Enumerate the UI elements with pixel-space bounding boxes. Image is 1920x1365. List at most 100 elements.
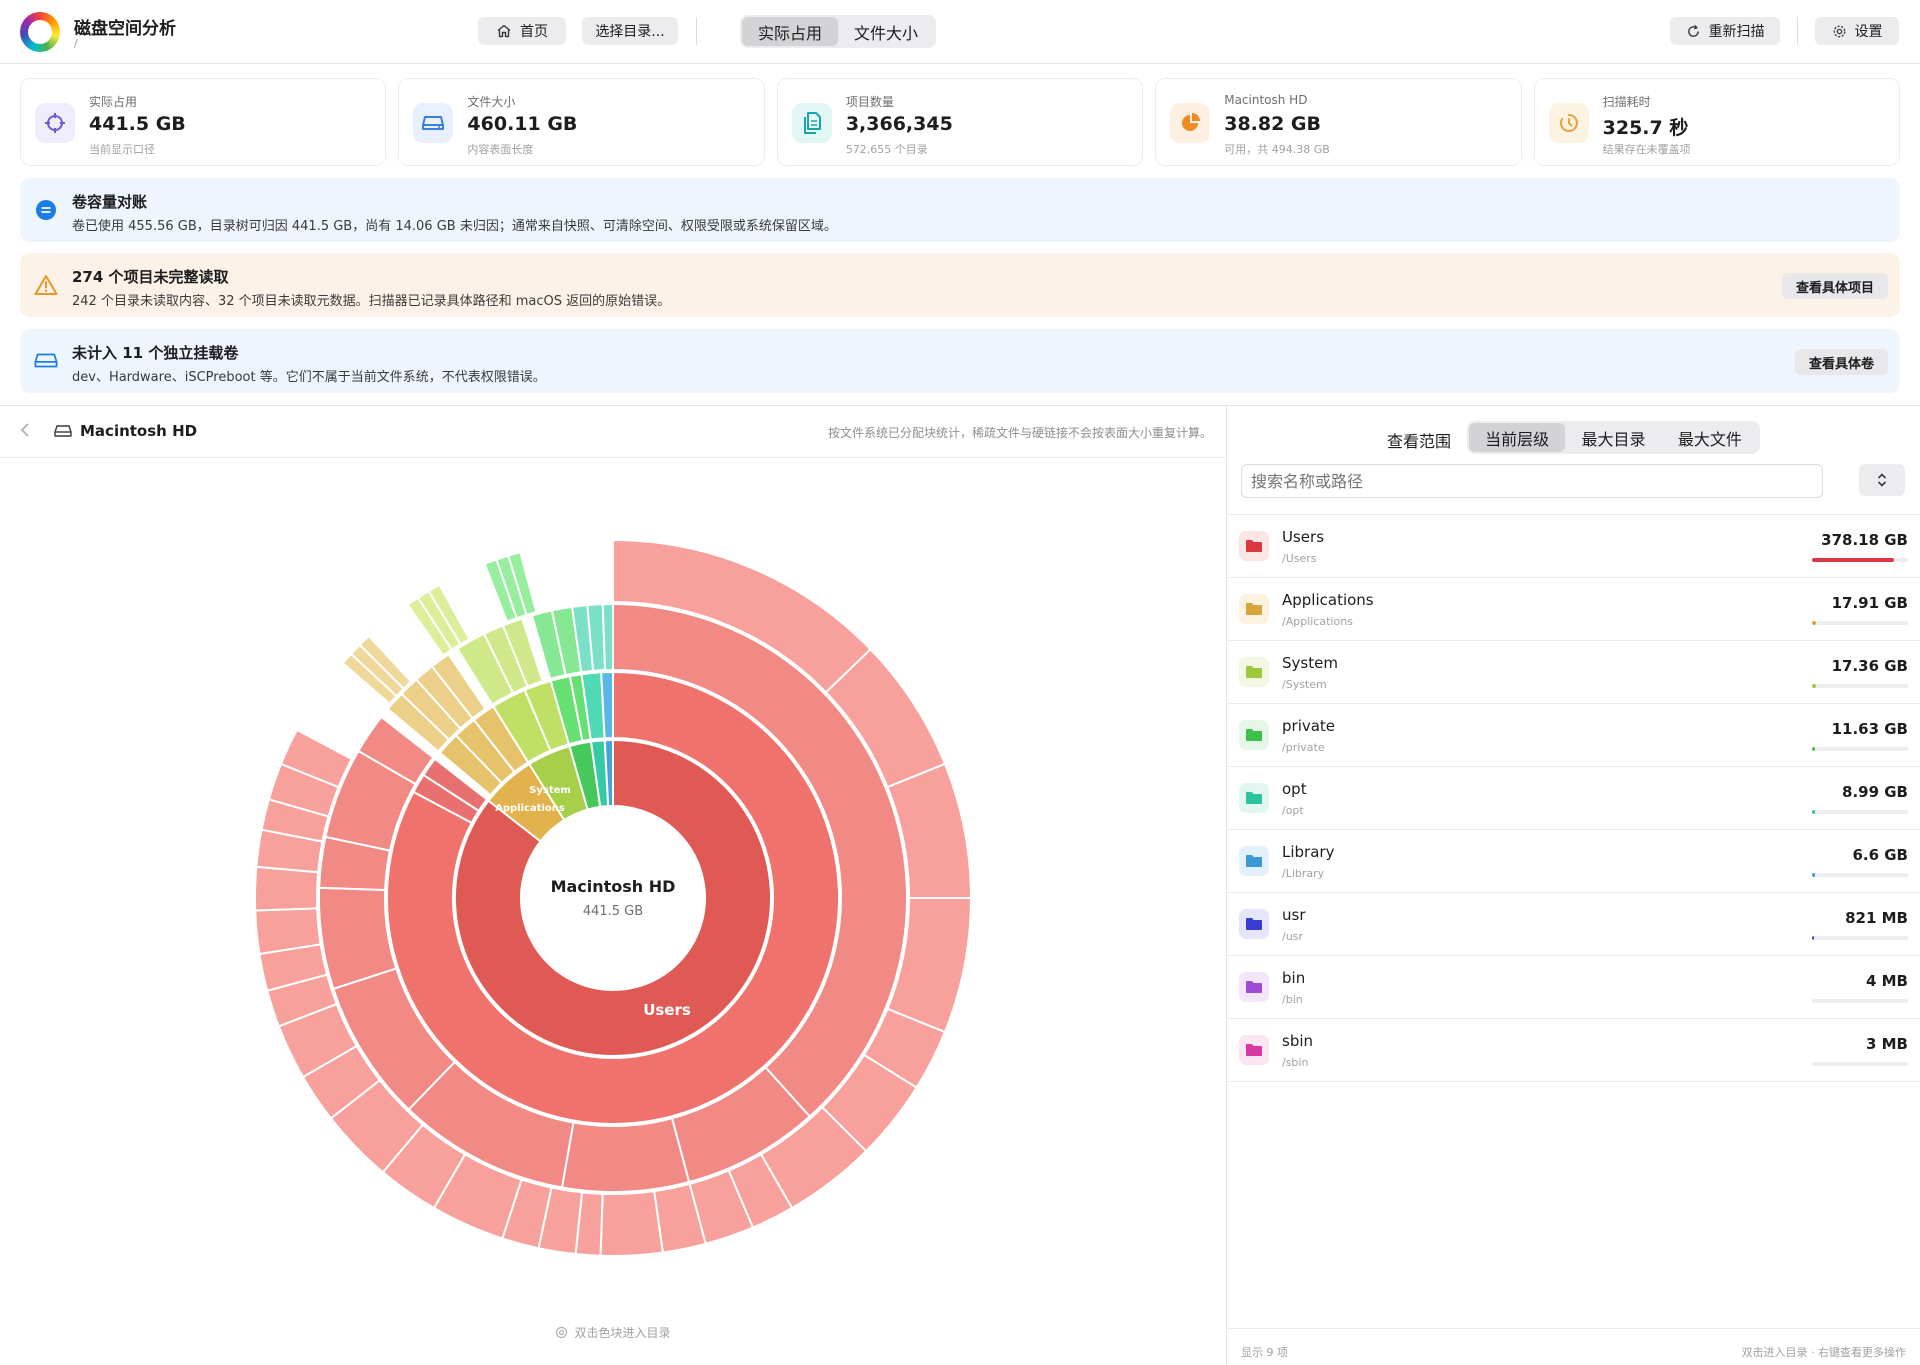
sunburst-segment[interactable]: [501, 617, 544, 688]
sunburst-segment[interactable]: [279, 728, 354, 789]
item-size-bar-fill: [1812, 873, 1815, 877]
footer-count: 显示 9 项: [1241, 1346, 1288, 1359]
view-mode-actual[interactable]: 实际占用: [742, 17, 838, 46]
scope-label: 查看范围: [1387, 432, 1452, 451]
view-items-button[interactable]: 查看具体项目: [1781, 273, 1888, 299]
search-input[interactable]: [1241, 464, 1823, 498]
sunburst-segment[interactable]: [427, 583, 471, 646]
stat-card-duration: 扫描耗时 325.7 秒 结果存在未覆盖项: [1533, 78, 1901, 166]
sunburst-hint: 双击色块进入目录: [0, 1324, 1226, 1342]
item-size: 378.18 GB: [1821, 531, 1908, 549]
item-size-bar-fill: [1812, 558, 1895, 562]
item-size-bar: [1812, 936, 1908, 940]
item-size-bar: [1812, 684, 1908, 688]
sunburst-segment[interactable]: [612, 602, 908, 1118]
breadcrumb-drive[interactable]: Macintosh HD: [80, 422, 198, 440]
refresh-icon: [1687, 24, 1699, 37]
sort-button[interactable]: [1859, 464, 1905, 496]
settings-button[interactable]: 设置: [1815, 17, 1899, 45]
stat-sub: 结果存在未覆盖项: [1602, 143, 1691, 156]
item-name: opt: [1282, 780, 1307, 798]
folder-icon: [1239, 594, 1269, 624]
list-item[interactable]: sbin/sbin 3 MB: [1227, 1019, 1920, 1082]
stat-value: 3,366,345: [845, 113, 953, 135]
home-button[interactable]: 首页: [478, 17, 566, 45]
sunburst-segment[interactable]: [254, 865, 320, 912]
stat-card-items: 项目数量 3,366,345 572,655 个目录: [776, 78, 1144, 166]
sunburst-segment[interactable]: [386, 670, 840, 1125]
folder-icon: [1239, 783, 1269, 813]
sunburst-segment-users[interactable]: [454, 738, 772, 1057]
settings-label: 设置: [1854, 24, 1883, 40]
sunburst-segment[interactable]: [601, 602, 614, 672]
tab-largest-directories[interactable]: 最大目录: [1581, 429, 1646, 449]
info-icon: [34, 198, 58, 222]
rescan-button[interactable]: 重新扫描: [1670, 17, 1780, 45]
list-item[interactable]: opt/opt 8.99 GB: [1227, 767, 1920, 830]
choose-directory-button[interactable]: 选择目录...: [582, 17, 678, 45]
item-size-bar-fill: [1812, 810, 1815, 814]
list-item[interactable]: usr/usr 821 MB: [1227, 893, 1920, 956]
sunburst-segment-library[interactable]: [603, 738, 614, 808]
sunburst-segment[interactable]: [599, 1189, 664, 1257]
stat-sub: 内容表面长度: [467, 143, 534, 156]
item-path: /sbin: [1282, 1056, 1309, 1069]
pie-icon: [1170, 103, 1211, 143]
sunburst-segment[interactable]: [600, 670, 614, 740]
banner-text: 242 个目录未读取内容、32 个项目未读取元数据。扫描器已记录具体路径和 ma…: [72, 294, 671, 309]
app-logo-icon: [20, 12, 60, 52]
warning-icon: [34, 273, 58, 297]
hint-text: 双击色块进入目录: [574, 1326, 671, 1340]
sunburst-chart[interactable]: Macintosh HD 441.5 GB Users System Appli…: [0, 458, 1226, 1318]
stat-label: 扫描耗时: [1602, 95, 1651, 109]
stat-label: 文件大小: [467, 95, 516, 109]
incomplete-read-banner: 274 个项目未完整读取 242 个目录未读取内容、32 个项目未读取元数据。扫…: [20, 253, 1900, 317]
list-item[interactable]: private/private 11.63 GB: [1227, 704, 1920, 767]
sunburst-label-users: Users: [643, 1001, 691, 1019]
drive-icon: [413, 103, 454, 143]
item-list-panel: 查看范围 当前层级 最大目录 最大文件 Users/Users 378.18 GB…: [1227, 405, 1920, 1365]
sunburst-segment[interactable]: [358, 634, 413, 691]
drive-icon: [34, 349, 58, 373]
sunburst-label-applications: Applications: [495, 803, 565, 814]
sunburst-segment[interactable]: [357, 715, 435, 786]
list-item[interactable]: bin/bin 4 MB: [1227, 956, 1920, 1019]
sunburst-label-system: System: [529, 785, 571, 796]
item-path: /System: [1282, 678, 1327, 691]
item-size-bar-fill: [1812, 684, 1816, 688]
stat-value: 441.5 GB: [89, 113, 186, 135]
sunburst-segment[interactable]: [560, 1117, 691, 1193]
panel-divider[interactable]: [1226, 405, 1227, 1365]
stat-value: 325.7 秒: [1602, 117, 1689, 139]
item-size: 11.63 GB: [1831, 720, 1908, 738]
item-size-bar: [1812, 999, 1908, 1003]
tab-current-level[interactable]: 当前层级: [1469, 423, 1566, 452]
mounted-volumes-banner: 未计入 11 个独立挂载卷 dev、Hardware、iSCPreboot 等。…: [20, 329, 1900, 393]
item-size-bar: [1812, 873, 1908, 877]
item-size-bar-fill: [1812, 621, 1816, 625]
list-item[interactable]: Applications/Applications 17.91 GB: [1227, 578, 1920, 641]
sunburst-segment[interactable]: [430, 652, 487, 720]
folder-icon: [1239, 657, 1269, 687]
breadcrumb: Macintosh HD 按文件系统已分配块统计，稀疏文件与硬链接不会按表面大小…: [0, 406, 1226, 458]
item-size-bar: [1812, 747, 1908, 751]
list-item[interactable]: Library/Library 6.6 GB: [1227, 830, 1920, 893]
item-size-bar-fill: [1812, 747, 1815, 751]
item-list: Users/Users 378.18 GB Applications/Applica…: [1227, 514, 1920, 1082]
view-mode-filesize[interactable]: 文件大小: [853, 23, 918, 43]
item-size-bar: [1812, 810, 1908, 814]
list-item[interactable]: Users/Users 378.18 GB: [1227, 515, 1920, 578]
sunburst-segment[interactable]: [507, 550, 538, 617]
item-size: 4 MB: [1865, 972, 1908, 990]
view-volumes-button[interactable]: 查看具体卷: [1794, 349, 1888, 375]
home-icon: [497, 24, 511, 38]
item-name: usr: [1282, 906, 1306, 924]
tab-largest-files[interactable]: 最大文件: [1677, 429, 1742, 449]
stat-label: Macintosh HD: [1224, 93, 1308, 107]
stat-card-filesize: 文件大小 460.11 GB 内容表面长度: [398, 78, 765, 166]
list-item[interactable]: System/System 17.36 GB: [1227, 641, 1920, 704]
item-name: bin: [1282, 969, 1306, 987]
back-chevron-icon[interactable]: [20, 422, 30, 442]
footer-hint: 双击进入目录 · 右键查看更多操作: [1741, 1346, 1907, 1359]
sunburst-segment[interactable]: [422, 757, 489, 813]
